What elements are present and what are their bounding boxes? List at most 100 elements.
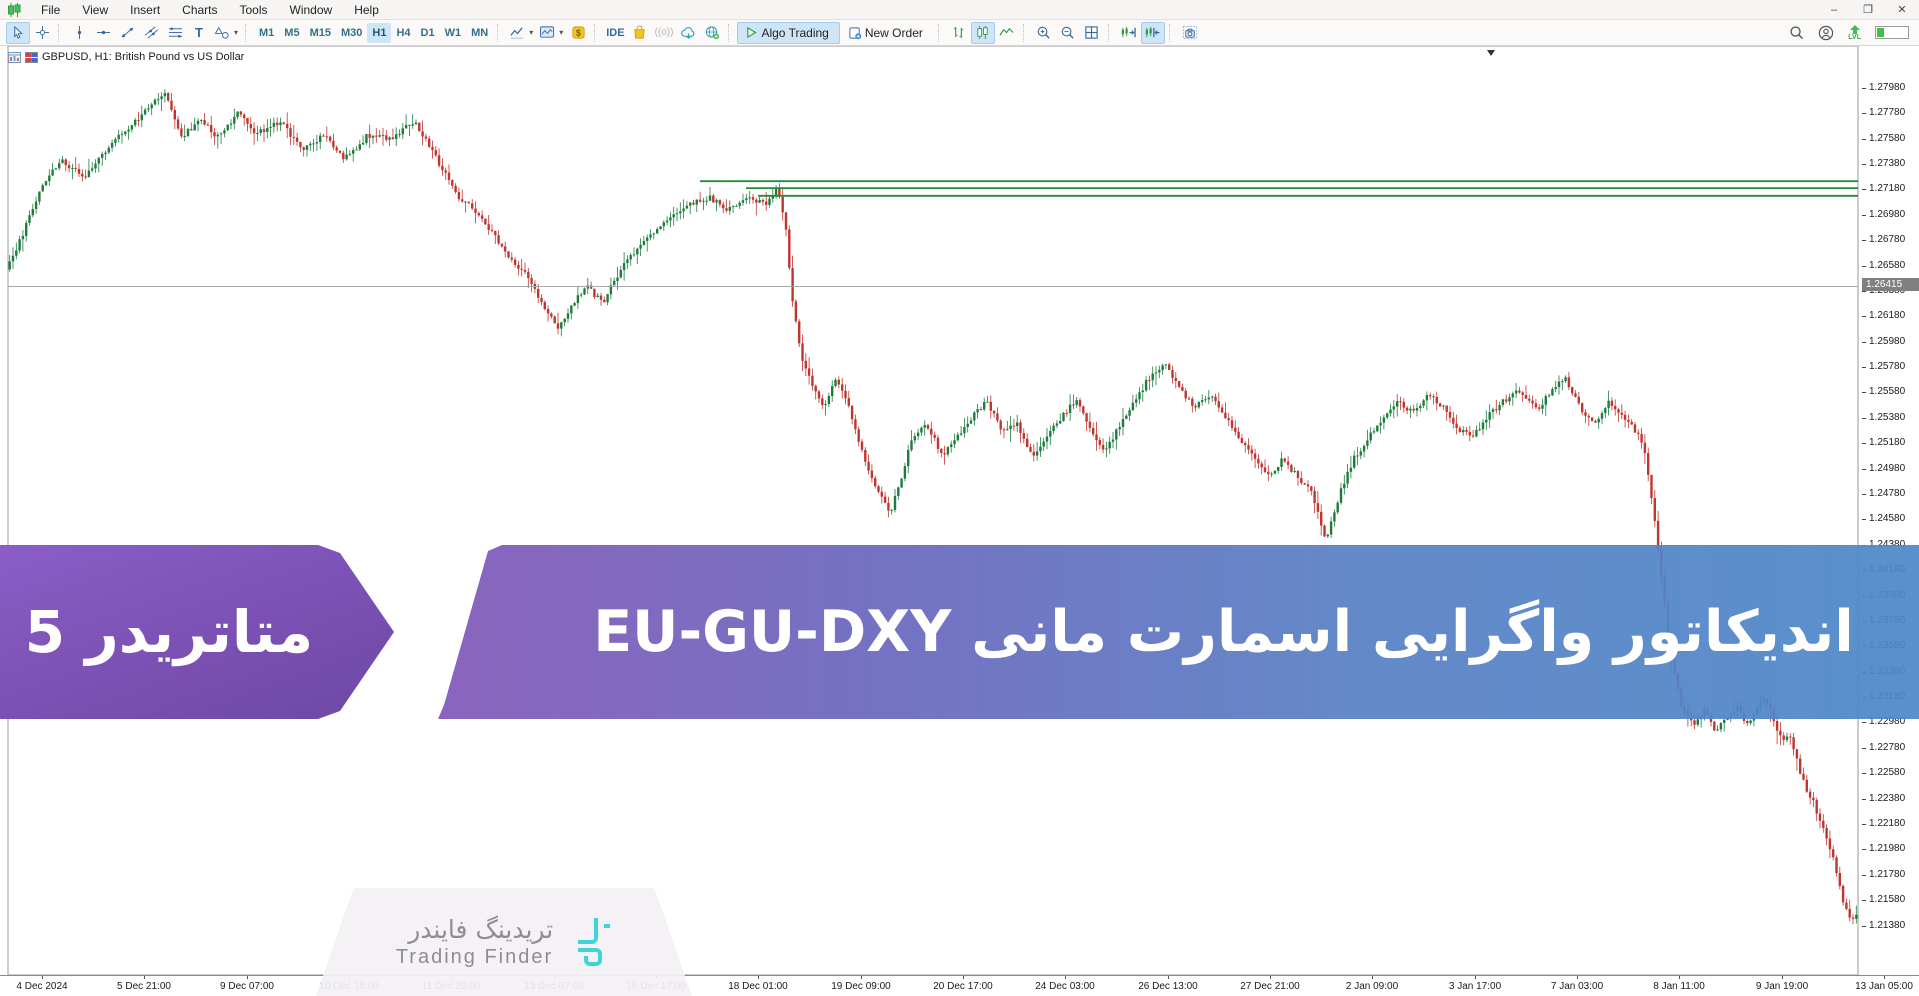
- time-axis-label: 7 Jan 03:00: [1550, 981, 1604, 992]
- price-axis-label: 1.21580: [1869, 894, 1906, 905]
- price-axis-tick: [1862, 443, 1866, 444]
- indicators-button[interactable]: ▾: [536, 22, 566, 44]
- chart-area[interactable]: GBPUSD, H1: British Pound vs US Dollar 1…: [0, 45, 1919, 996]
- price-axis-tick: [1862, 215, 1866, 216]
- price-axis-label: 1.22780: [1869, 742, 1906, 753]
- price-axis-label: 1.25980: [1869, 336, 1906, 347]
- fibonacci-tool-button[interactable]: [163, 22, 187, 44]
- price-axis-label: 1.21780: [1869, 869, 1906, 880]
- timeframe-m5[interactable]: M5: [284, 26, 300, 39]
- price-axis-tick: [1862, 291, 1866, 292]
- trading-finder-logo-icon: [578, 918, 611, 966]
- community-button[interactable]: [700, 22, 724, 44]
- time-axis-label: 8 Jan 11:00: [1653, 981, 1705, 992]
- price-axis-tick: [1862, 418, 1866, 419]
- chart-title-overlay: GBPUSD, H1: British Pound vs US Dollar: [8, 51, 244, 63]
- chevron-down-icon: ▾: [234, 28, 239, 37]
- screenshot-button[interactable]: [1178, 22, 1202, 44]
- time-axis-label: 5 Dec 21:00: [117, 981, 171, 992]
- close-button[interactable]: ✕: [1897, 4, 1907, 16]
- zoom-out-button[interactable]: [1056, 22, 1080, 44]
- menu-tools[interactable]: Tools: [239, 2, 268, 17]
- market-button[interactable]: [628, 22, 652, 44]
- time-axis-tick: [963, 976, 964, 979]
- menu-insert[interactable]: Insert: [130, 2, 161, 17]
- account-icon[interactable]: [1818, 25, 1834, 41]
- menu-help[interactable]: Help: [354, 2, 379, 17]
- level-indicator[interactable]: LVL: [1848, 24, 1861, 41]
- zoom-in-button[interactable]: [1032, 22, 1056, 44]
- auto-scroll-button[interactable]: [1140, 21, 1165, 44]
- line-style-button[interactable]: [995, 22, 1019, 44]
- timeframe-m1[interactable]: M1: [259, 26, 275, 39]
- shapes-tool-button[interactable]: ▾: [211, 22, 241, 44]
- cloud-button[interactable]: [676, 22, 700, 44]
- text-tool-button[interactable]: T: [195, 25, 203, 40]
- cloud-icon: [681, 27, 695, 39]
- cursor-tool-button[interactable]: [6, 21, 30, 44]
- menu-charts[interactable]: Charts: [182, 2, 218, 17]
- algo-trading-button[interactable]: Algo Trading: [737, 21, 840, 44]
- timeframe-m15[interactable]: M15: [309, 26, 331, 39]
- trendline-tool-button[interactable]: [115, 22, 139, 44]
- deposit-button[interactable]: $: [566, 22, 590, 44]
- chart-style-button[interactable]: ▾: [506, 22, 536, 44]
- time-axis-label: 26 Dec 13:00: [1138, 981, 1198, 992]
- price-axis-label: 1.22580: [1869, 767, 1906, 778]
- menu-file[interactable]: File: [41, 2, 61, 17]
- vertical-line-tool-button[interactable]: [67, 22, 91, 44]
- minimize-button[interactable]: –: [1830, 3, 1838, 16]
- price-axis-label: 1.26580: [1869, 260, 1906, 271]
- price-axis-label: 1.27380: [1869, 158, 1906, 169]
- bar-chart-icon: [954, 26, 964, 39]
- timeframe-h4[interactable]: H4: [396, 26, 411, 39]
- time-axis-tick: [1475, 976, 1476, 979]
- price-axis-label: 1.22380: [1869, 793, 1906, 804]
- price-axis-tick: [1862, 266, 1866, 267]
- time-axis-label: 19 Dec 09:00: [831, 981, 891, 992]
- channel-tool-button[interactable]: [139, 22, 163, 44]
- ide-button[interactable]: IDE: [606, 26, 625, 39]
- price-axis-tick: [1862, 722, 1866, 723]
- timeframe-h1[interactable]: H1: [367, 22, 392, 43]
- tile-windows-button[interactable]: [1080, 22, 1104, 44]
- line-chart-icon: [510, 27, 524, 39]
- zoom-out-icon: [1062, 26, 1074, 39]
- chart-window-icon: [8, 51, 21, 63]
- crosshair-tool-button[interactable]: [30, 22, 54, 44]
- price-axis-tick: [1862, 316, 1866, 317]
- toolbar-separator: [245, 23, 250, 42]
- toolbar-separator: [937, 23, 943, 42]
- window-controls: – ❐ ✕: [1817, 0, 1919, 19]
- price-axis[interactable]: 1.26415 1.27980 1.27780 1.27580 1.27380 1.27…: [1862, 0, 1919, 996]
- shapes-icon: [214, 26, 229, 39]
- object-anchor-marker: [1487, 50, 1495, 56]
- price-axis-tick: [1862, 875, 1866, 876]
- bars-style-button[interactable]: [947, 22, 971, 44]
- tile-windows-icon: [1085, 26, 1099, 39]
- restore-button[interactable]: ❐: [1863, 4, 1873, 16]
- toolbar: T ▾ M1 M5 M15 M30 H1 H4 D1 W1 MN ▾ ▾ $ I: [0, 20, 1919, 46]
- time-axis-label: 4 Dec 2024: [16, 981, 68, 992]
- search-icon[interactable]: [1789, 25, 1804, 40]
- menu-view[interactable]: View: [82, 2, 109, 17]
- time-axis-label: 27 Dec 21:00: [1240, 981, 1300, 992]
- price-axis-tick: [1862, 164, 1866, 165]
- timeframe-w1[interactable]: W1: [444, 26, 462, 39]
- candles-style-button[interactable]: [970, 21, 995, 44]
- timeframe-mn[interactable]: MN: [471, 26, 489, 39]
- horizontal-line-tool-button[interactable]: [91, 22, 115, 44]
- timeframe-m30[interactable]: M30: [340, 26, 363, 39]
- level-up-icon: [1849, 24, 1860, 34]
- time-axis-label: 3 Jan 17:00: [1448, 981, 1502, 992]
- menu-window[interactable]: Window: [289, 2, 333, 17]
- new-order-button[interactable]: New Order: [840, 22, 934, 44]
- signals-button[interactable]: ((o)): [654, 27, 674, 38]
- shift-end-button[interactable]: [1117, 22, 1141, 44]
- timeframe-d1[interactable]: D1: [420, 26, 435, 39]
- time-axis-label: 9 Jan 19:00: [1755, 981, 1809, 992]
- price-axis-tick: [1862, 900, 1866, 901]
- metatrader-logo-icon: [8, 2, 21, 17]
